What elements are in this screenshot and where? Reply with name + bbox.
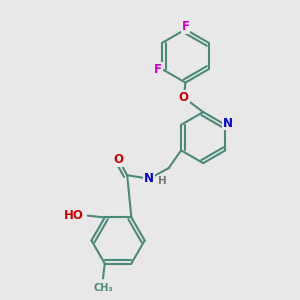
Text: N: N — [223, 116, 233, 130]
Text: F: F — [182, 20, 190, 33]
Text: O: O — [113, 153, 123, 166]
Text: F: F — [154, 63, 162, 76]
Text: CH₃: CH₃ — [93, 283, 113, 293]
Text: O: O — [179, 91, 189, 104]
Text: H: H — [158, 176, 167, 185]
Text: N: N — [144, 172, 154, 185]
Text: HO: HO — [64, 209, 84, 222]
